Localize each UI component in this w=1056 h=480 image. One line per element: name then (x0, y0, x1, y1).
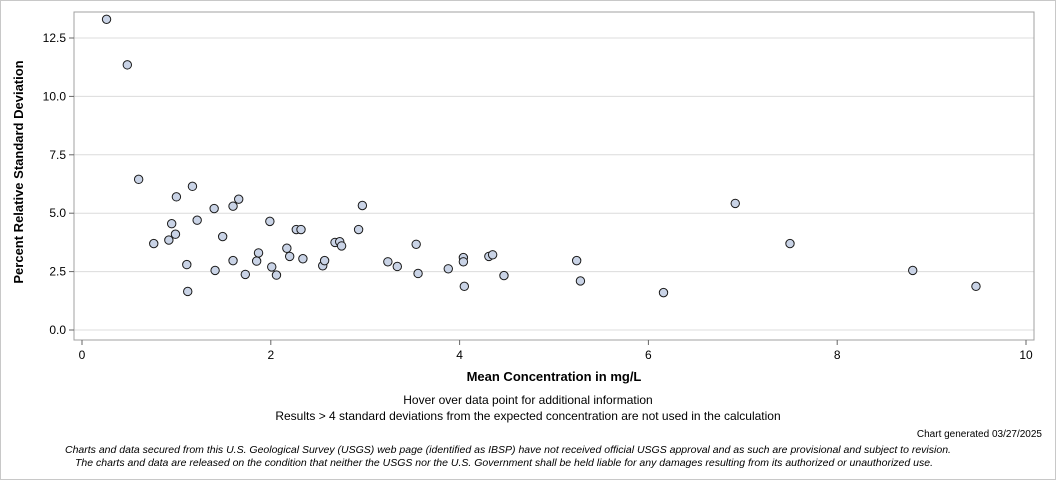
data-point (187, 181, 198, 192)
data-point (210, 265, 220, 276)
data-point (133, 174, 144, 185)
data-point (319, 255, 330, 266)
data-point (171, 192, 182, 202)
y-tick-label: 0.0 (49, 323, 66, 337)
y-tick-label: 12.5 (43, 31, 67, 45)
x-axis-label: Mean Concentration in mg/L (467, 369, 642, 384)
data-point (122, 60, 133, 70)
data-point (251, 256, 262, 266)
y-tick-label: 2.5 (49, 265, 66, 279)
data-point (458, 257, 469, 267)
data-point (908, 265, 918, 276)
data-point (164, 235, 174, 245)
disclaimer-line-2: The charts and data are released on the … (75, 457, 933, 469)
data-point (166, 219, 177, 229)
data-point (499, 270, 509, 281)
data-point (228, 201, 238, 211)
data-point (296, 224, 306, 235)
data-point (571, 255, 582, 266)
data-point (658, 287, 669, 298)
data-point (234, 194, 244, 204)
results-note: Results > 4 standard deviations from the… (275, 409, 781, 423)
data-point (383, 257, 393, 267)
plot-area (73, 11, 1035, 341)
x-tick-label: 2 (267, 348, 274, 362)
x-tick-label: 8 (834, 348, 841, 362)
disclaimer-line-1: Charts and data secured from this U.S. G… (65, 444, 951, 456)
data-point (271, 270, 282, 280)
data-point (228, 255, 238, 266)
data-point (209, 203, 219, 214)
x-tick-label: 6 (645, 348, 652, 362)
data-point (575, 276, 586, 286)
data-point (101, 14, 112, 25)
data-point (357, 200, 368, 211)
data-point (217, 231, 228, 242)
data-point (265, 216, 275, 227)
data-point (240, 269, 251, 280)
x-tick-label: 0 (79, 348, 86, 362)
data-point (253, 248, 264, 258)
x-tick-label: 4 (456, 348, 463, 362)
grid-lines (74, 37, 1034, 331)
x-tick-label: 10 (1019, 348, 1033, 362)
data-point (183, 286, 193, 297)
data-point (282, 243, 292, 253)
data-point (192, 215, 202, 225)
chart-generated-date: Chart generated 03/27/2025 (916, 429, 1042, 440)
hover-note: Hover over data point for additional inf… (403, 393, 653, 407)
data-point (182, 259, 192, 270)
data-point (298, 254, 308, 264)
data-point (971, 281, 981, 292)
axes: 0.0 2.5 5.0 7.5 10.0 12.5 0 2 4 6 8 10 (43, 31, 1033, 362)
y-axis-label: Percent Relative Standard Deviation (11, 60, 26, 283)
data-point (149, 238, 159, 249)
y-tick-label: 10.0 (43, 89, 67, 103)
data-point (413, 268, 423, 279)
data-points (101, 14, 981, 298)
data-point (443, 264, 453, 274)
data-point (267, 262, 277, 272)
data-point (411, 239, 421, 249)
data-point (785, 238, 795, 249)
data-point (487, 250, 498, 260)
y-tick-label: 5.0 (49, 206, 66, 220)
data-point (730, 198, 740, 209)
data-point (336, 241, 347, 251)
data-point (459, 281, 470, 292)
data-point (170, 229, 181, 239)
data-point (353, 224, 364, 235)
y-tick-label: 7.5 (49, 148, 66, 162)
data-point (284, 251, 295, 262)
data-point (392, 261, 402, 272)
